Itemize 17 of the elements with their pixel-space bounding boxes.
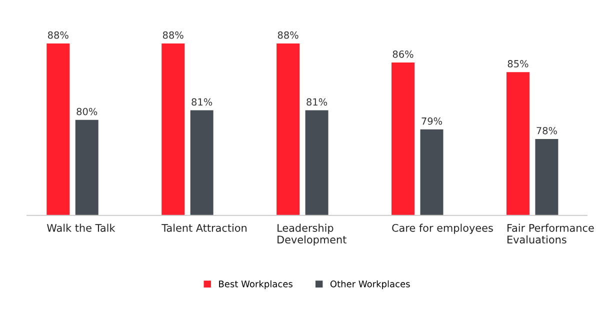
- data-label: 78%: [536, 126, 557, 134]
- data-label: 80%: [76, 108, 98, 116]
- data-label: 85%: [508, 60, 528, 68]
- data-label: 88%: [278, 31, 298, 39]
- x-tick-label: Fair Performance Evaluations: [508, 224, 594, 244]
- x-tick-label: Care for employees: [392, 224, 493, 234]
- data-label: 88%: [162, 31, 184, 39]
- x-tick-label: Walk the Talk: [46, 224, 116, 232]
- data-label: 88%: [48, 31, 68, 39]
- x-tick-label: Talent Attraction: [162, 224, 246, 232]
- legend-label: Other Workplaces: [330, 280, 410, 290]
- data-label: 81%: [192, 98, 212, 106]
- x-tick-label: Leadership Development: [278, 224, 346, 246]
- data-label: 86%: [392, 50, 414, 58]
- legend-label: Best Workplaces: [219, 280, 292, 290]
- data-label: 81%: [306, 98, 328, 106]
- data-label: 79%: [422, 117, 442, 125]
